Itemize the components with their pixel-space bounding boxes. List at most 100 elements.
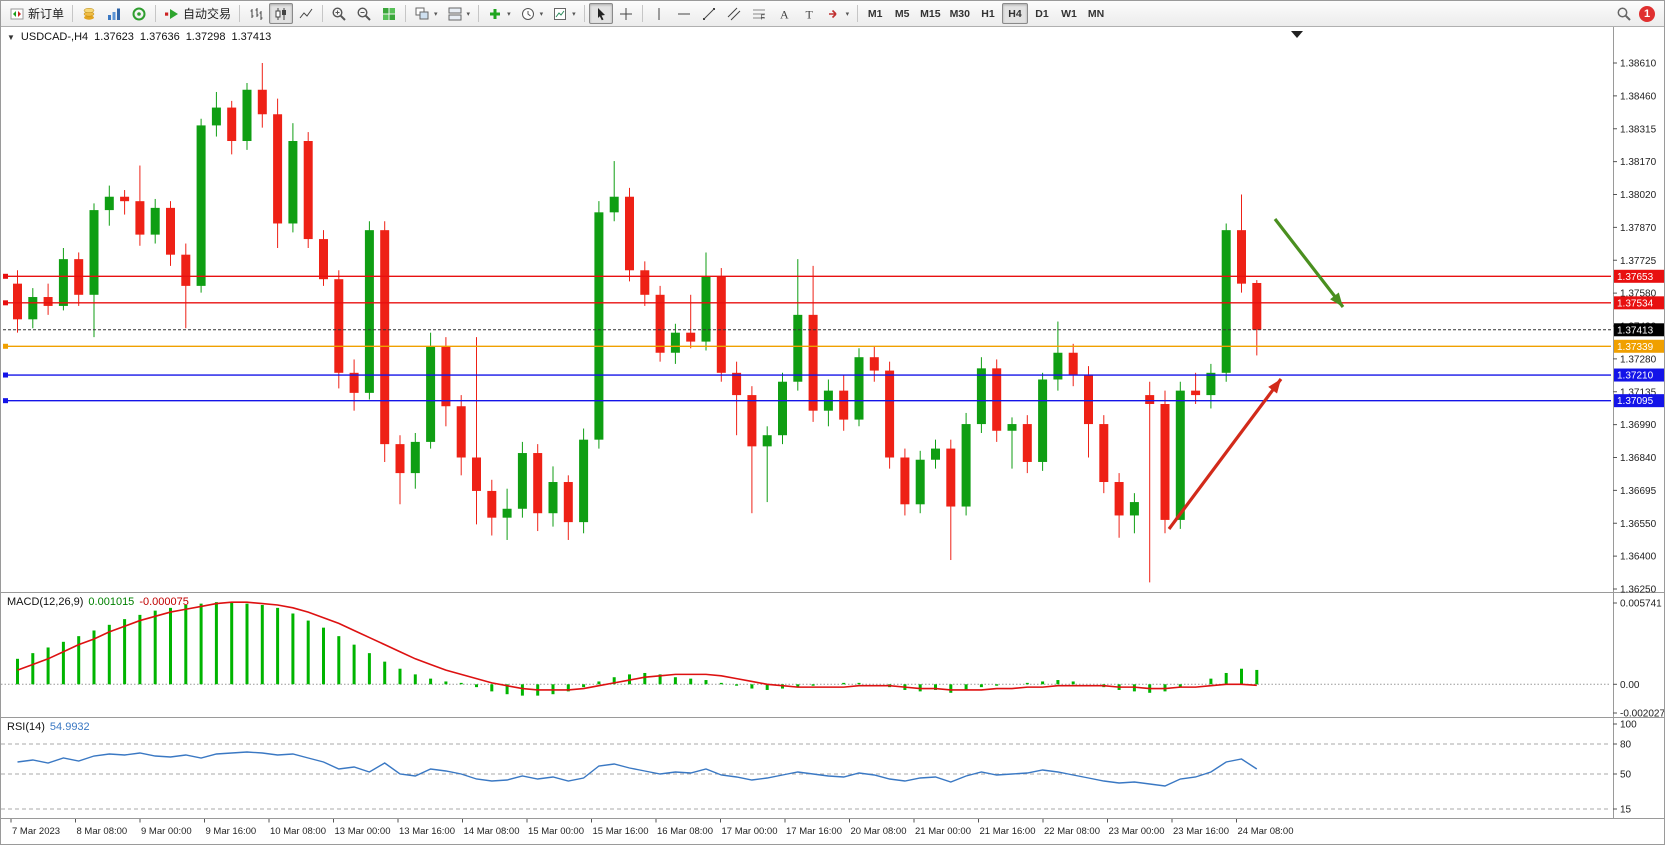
- svg-text:1.37653: 1.37653: [1617, 272, 1654, 283]
- search-icon[interactable]: [1616, 6, 1632, 22]
- tile-windows-button[interactable]: [377, 3, 401, 24]
- trendline-icon: [702, 7, 715, 20]
- toolbar-separator: [322, 5, 324, 22]
- svg-text:1.37095: 1.37095: [1617, 396, 1654, 407]
- periods-button[interactable]: ▾: [516, 3, 548, 24]
- macd-signal-value: -0.000075: [139, 596, 189, 608]
- tile-windows-icon: [383, 7, 396, 20]
- timeframe-m30-button[interactable]: M30: [946, 3, 974, 24]
- cascade-windows-button[interactable]: ▾: [410, 3, 442, 24]
- svg-text:9 Mar 16:00: 9 Mar 16:00: [206, 826, 257, 837]
- timeframe-group: M1 M5 M15 M30 H1 H4 D1 W1 MN: [862, 3, 1109, 24]
- svg-text:20 Mar 08:00: 20 Mar 08:00: [851, 826, 907, 837]
- market-button[interactable]: [77, 3, 101, 24]
- toolbar-separator: [478, 5, 480, 22]
- candles[interactable]: [13, 63, 1262, 583]
- zoom-out-button[interactable]: [352, 3, 376, 24]
- time-axis[interactable]: 7 Mar 2023 8 Mar 08:00 9 Mar 00:00 9 Mar 16…: [10, 819, 1294, 837]
- toolbar-separator: [857, 5, 859, 22]
- ohlc-low: 1.37298: [185, 31, 226, 43]
- up-trend-arrow[interactable]: [1167, 378, 1283, 530]
- svg-text:0.005741: 0.005741: [1620, 599, 1662, 610]
- macd-label: MACD(12,26,9) 0.001015 -0.000075: [7, 596, 189, 608]
- tile-horizontal-button[interactable]: ▾: [443, 3, 475, 24]
- svg-text:15: 15: [1620, 805, 1632, 816]
- symbol-period-label: USDCAD-,H4: [20, 31, 89, 43]
- bar-chart-type-button[interactable]: [244, 3, 268, 24]
- new-order-label: 新订单: [28, 7, 65, 21]
- timeframe-m1-button[interactable]: M1: [862, 3, 888, 24]
- svg-text:23 Mar 00:00: 23 Mar 00:00: [1109, 826, 1165, 837]
- collapse-chart-icon[interactable]: ▼: [7, 32, 15, 42]
- svg-text:80: 80: [1620, 740, 1632, 751]
- svg-text:1.37725: 1.37725: [1620, 256, 1657, 267]
- community-button[interactable]: [127, 3, 151, 24]
- toolbar-separator: [239, 5, 241, 22]
- svg-text:1.38460: 1.38460: [1620, 91, 1657, 102]
- timeframe-h4-button[interactable]: H4: [1002, 3, 1028, 24]
- fibonacci-tool-button[interactable]: F: [747, 3, 771, 24]
- ohlc-close: 1.37413: [231, 31, 272, 43]
- timeframe-w1-button[interactable]: W1: [1056, 3, 1082, 24]
- horizontal-line-tool-button[interactable]: [672, 3, 696, 24]
- toolbar-separator: [641, 5, 643, 22]
- add-indicator-button[interactable]: ▾: [483, 3, 515, 24]
- timeframe-d1-button[interactable]: D1: [1029, 3, 1055, 24]
- horizontal-lines[interactable]: 1.37653 1.37534 1.37339 1.37210 1.37095: [3, 269, 1665, 408]
- down-trend-arrow[interactable]: [1273, 218, 1345, 308]
- svg-text:100: 100: [1620, 720, 1637, 731]
- candlestick-chart-type-button[interactable]: [269, 3, 294, 24]
- new-order-icon: [9, 6, 25, 22]
- text-tool-button[interactable]: A: [772, 3, 796, 24]
- cursor-tool-button[interactable]: [588, 3, 613, 24]
- autotrading-button[interactable]: 自动交易: [160, 3, 235, 24]
- cascade-windows-icon: [414, 6, 430, 22]
- svg-text:1.38170: 1.38170: [1620, 157, 1657, 168]
- svg-text:13 Mar 16:00: 13 Mar 16:00: [399, 826, 455, 837]
- timeframe-h1-button[interactable]: H1: [975, 3, 1001, 24]
- cursor-icon: [597, 7, 605, 20]
- text-label-tool-button[interactable]: T: [797, 3, 821, 24]
- svg-text:50: 50: [1620, 770, 1632, 781]
- toolbar-separator: [72, 5, 74, 22]
- notification-badge[interactable]: 1: [1639, 5, 1655, 22]
- signals-button[interactable]: [102, 3, 126, 24]
- clock-icon: [520, 6, 536, 22]
- svg-text:-0.002027: -0.002027: [1620, 709, 1665, 720]
- autotrading-label: 自动交易: [183, 7, 232, 21]
- rsi-panel[interactable]: 100 80 50 15: [1, 720, 1637, 816]
- rsi-name: RSI(14): [7, 721, 45, 733]
- trendline-tool-button[interactable]: [697, 3, 721, 24]
- macd-panel[interactable]: 0.005741 0.00 -0.002027: [1, 599, 1665, 720]
- timeframe-m15-button[interactable]: M15: [916, 3, 944, 24]
- svg-text:21 Mar 16:00: 21 Mar 16:00: [980, 826, 1036, 837]
- timeframe-m5-button[interactable]: M5: [889, 3, 915, 24]
- ohlc-open: 1.37623: [94, 31, 134, 43]
- svg-text:1.37534: 1.37534: [1617, 298, 1654, 309]
- svg-text:1.36990: 1.36990: [1620, 420, 1657, 431]
- timeframe-mn-button[interactable]: MN: [1083, 3, 1109, 24]
- chart-shift-marker[interactable]: [1291, 31, 1303, 38]
- zoom-in-button[interactable]: [327, 3, 351, 24]
- rsi-value: 54.9932: [49, 721, 90, 733]
- text-t-icon: T: [805, 7, 813, 21]
- arrows-tool-button[interactable]: ▾: [822, 3, 854, 24]
- templates-button[interactable]: ▾: [548, 3, 580, 24]
- svg-text:1.36400: 1.36400: [1620, 552, 1657, 563]
- vertical-line-tool-button[interactable]: [647, 3, 671, 24]
- line-chart-type-button[interactable]: [294, 3, 318, 24]
- svg-text:0.00: 0.00: [1620, 680, 1640, 691]
- channel-tool-button[interactable]: [722, 3, 746, 24]
- svg-text:24 Mar 08:00: 24 Mar 08:00: [1238, 826, 1294, 837]
- dropdown-caret-icon: ▾: [466, 10, 471, 18]
- svg-text:8 Mar 08:00: 8 Mar 08:00: [77, 826, 128, 837]
- new-order-button[interactable]: 新订单: [5, 3, 68, 24]
- toolbar-separator: [405, 5, 407, 22]
- signals-icon: [108, 8, 121, 20]
- svg-text:1.36250: 1.36250: [1620, 585, 1657, 596]
- svg-text:7 Mar 2023: 7 Mar 2023: [12, 826, 60, 837]
- add-indicator-icon: [490, 8, 501, 19]
- crosshair-tool-button[interactable]: [614, 3, 638, 24]
